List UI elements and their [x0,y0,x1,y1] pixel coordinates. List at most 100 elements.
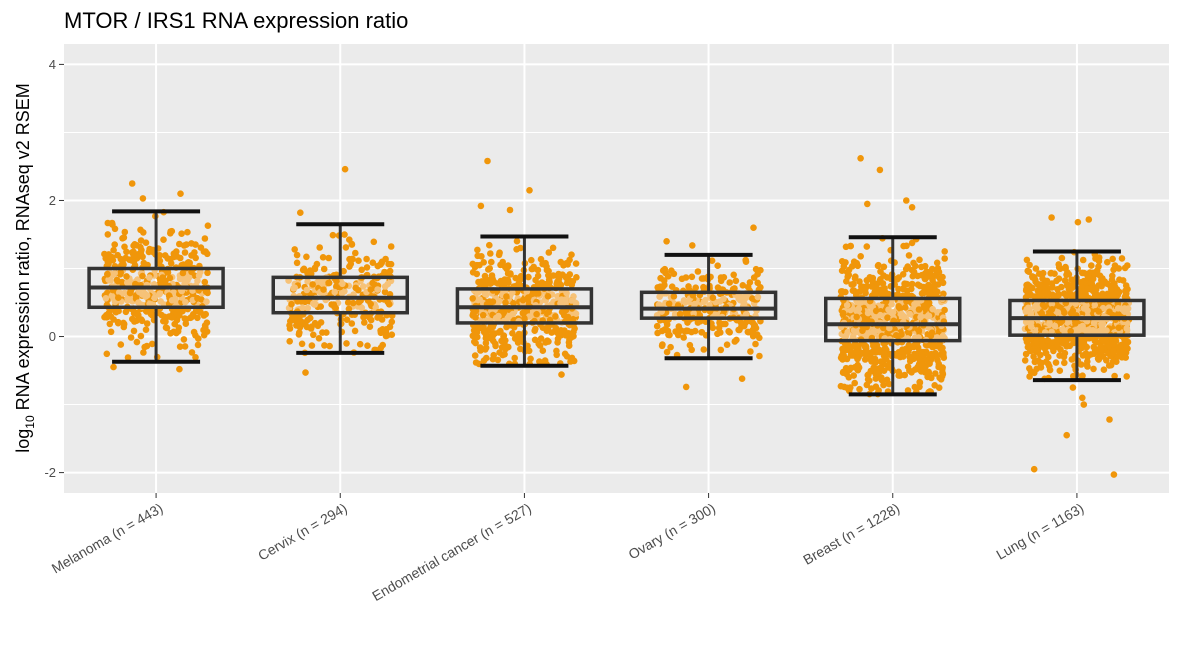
x-tick-label: Breast (n = 1228) [800,500,902,568]
data-point [503,293,510,300]
data-point [379,341,387,349]
y-axis-title-prefix: log [13,429,33,453]
data-point [742,311,750,318]
data-point [323,329,330,336]
data-point [553,347,560,355]
data-point [1049,291,1056,299]
data-point [359,283,367,290]
data-point [1115,324,1123,332]
data-point [291,284,299,292]
data-point [1067,290,1075,298]
data-point [343,340,350,347]
data-point [659,341,666,348]
data-point [188,240,195,247]
data-point [746,279,754,286]
outlier-point [1030,465,1038,473]
data-point [486,241,493,249]
data-point [162,324,170,331]
data-point [853,291,860,299]
data-point [682,309,689,316]
data-point [182,298,189,306]
data-point [568,251,575,258]
data-point [121,228,129,236]
data-point [888,301,895,308]
data-point [1064,282,1071,289]
data-point [299,304,306,312]
chart-title: MTOR / IRS1 RNA expression ratio [64,8,409,33]
data-point [370,238,378,246]
outlier-point [139,195,147,202]
data-point [513,237,521,245]
data-point [372,303,380,311]
data-point [553,280,560,288]
data-point [1048,339,1056,346]
data-point [106,320,114,328]
data-point [151,294,158,302]
outlier-point [738,375,746,383]
data-point [837,382,845,390]
data-point [846,366,853,374]
outlier-point [128,180,136,187]
data-point [908,239,916,247]
data-point [871,356,878,363]
data-point [1041,303,1048,311]
data-point [1098,322,1106,329]
data-point [171,251,179,259]
data-point [916,256,923,264]
data-point [203,319,211,327]
data-point [300,265,308,273]
data-point [519,296,527,304]
data-point [680,334,687,341]
data-point [1037,335,1045,343]
data-point [386,323,394,331]
data-point [469,295,477,302]
data-point [1057,265,1064,273]
data-point [1031,303,1039,311]
y-axis-title-subscript: 10 [23,415,37,429]
data-point [387,243,395,250]
data-point [296,329,303,336]
data-point [1027,319,1035,327]
data-point [157,298,164,305]
data-point [700,275,707,282]
data-point [880,367,888,375]
data-point [929,305,936,313]
data-point [657,274,664,282]
data-point [532,289,539,297]
data-point [1052,359,1060,366]
data-point [879,280,887,287]
data-point [364,342,371,350]
iqr-box [824,296,962,343]
data-point [487,323,495,330]
data-point [1118,255,1126,262]
data-point [688,273,696,281]
data-point [845,271,853,279]
data-point [842,288,849,296]
data-point [1098,348,1105,356]
data-point [133,338,141,346]
data-point [1031,369,1038,377]
data-point [914,281,922,289]
data-point [342,244,350,251]
data-point [926,285,933,292]
data-point [507,271,514,278]
outlier-point [558,371,565,378]
data-point [298,340,306,348]
data-point [304,304,312,312]
data-point [856,385,863,393]
data-point [864,309,872,317]
data-point [171,320,178,328]
data-point [1084,363,1091,370]
data-point [102,295,110,302]
data-point [889,309,897,316]
data-point [140,349,147,356]
data-point [1038,309,1045,317]
data-point [918,263,925,271]
data-point [472,359,480,366]
data-point [1026,373,1033,380]
outlier-point [341,165,349,173]
data-point [747,348,754,355]
data-point [1110,349,1117,357]
data-point [1098,282,1105,290]
data-point [545,276,553,284]
